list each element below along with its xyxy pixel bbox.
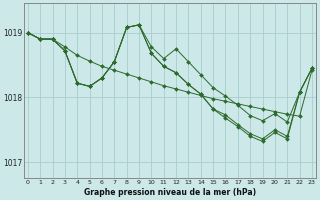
X-axis label: Graphe pression niveau de la mer (hPa): Graphe pression niveau de la mer (hPa) [84,188,256,197]
